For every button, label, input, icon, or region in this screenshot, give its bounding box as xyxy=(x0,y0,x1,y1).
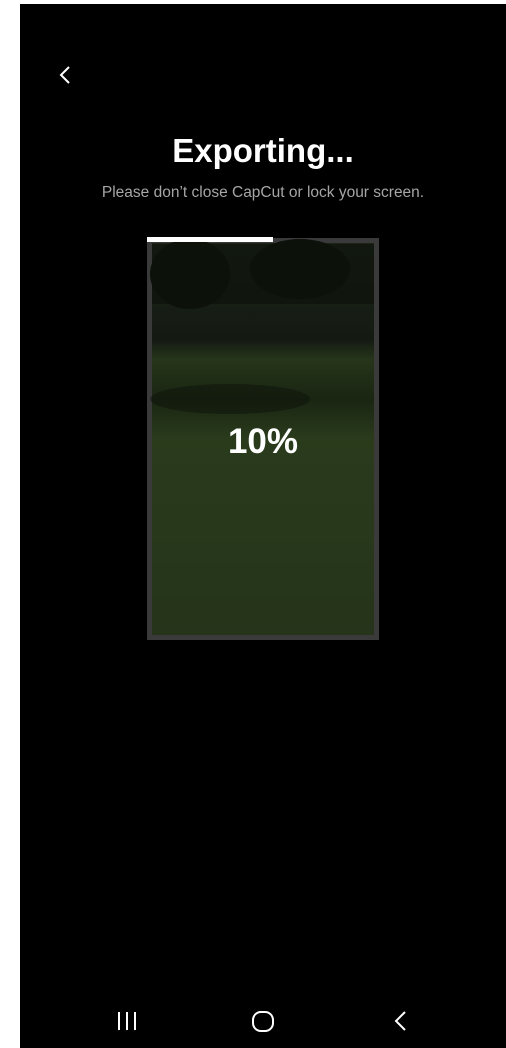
nav-bar xyxy=(119,1012,405,1031)
recent-apps-button[interactable] xyxy=(119,1012,135,1030)
screen: Exporting... Please don’t close CapCut o… xyxy=(20,4,506,1048)
progress-label: 10% xyxy=(147,422,379,462)
back-button[interactable] xyxy=(61,67,69,83)
page: {"header": {"title": "Exporting...", "su… xyxy=(0,0,506,1048)
title: Exporting... xyxy=(20,132,506,170)
progress-bar xyxy=(147,237,273,242)
home-button[interactable] xyxy=(253,1012,273,1031)
subtitle: Please don’t close CapCut or lock your s… xyxy=(20,184,506,202)
nav-back-button[interactable] xyxy=(396,1012,405,1030)
